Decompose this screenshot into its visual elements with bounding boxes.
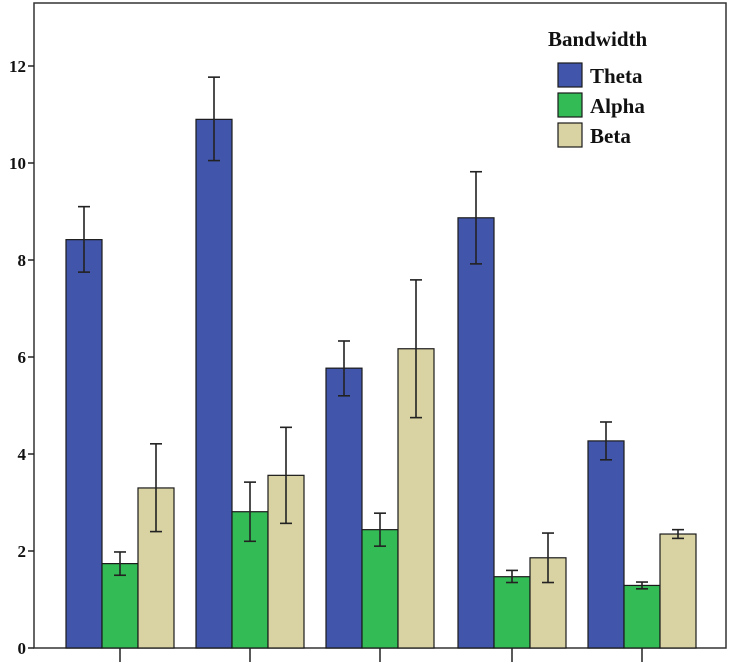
bar-alpha xyxy=(361,529,399,649)
y-tick-label: 8 xyxy=(18,251,27,270)
y-tick-label: 0 xyxy=(18,639,27,658)
error-bars-group xyxy=(78,76,684,590)
legend-label-beta: Beta xyxy=(590,124,631,148)
y-tick-label: 10 xyxy=(9,154,26,173)
x-axis xyxy=(119,648,643,662)
legend-swatch-theta xyxy=(557,62,583,88)
legend-label-alpha: Alpha xyxy=(590,94,645,118)
legend: Bandwidth Theta Alpha Beta xyxy=(548,27,648,148)
y-tick-label: 4 xyxy=(18,445,27,464)
bars-group xyxy=(65,118,697,649)
bar-theta xyxy=(587,440,625,649)
bar-theta xyxy=(457,217,495,649)
bar-theta xyxy=(325,367,363,649)
bar-alpha xyxy=(101,563,139,649)
y-tick-label: 2 xyxy=(18,542,27,561)
legend-label-theta: Theta xyxy=(590,64,643,88)
legend-swatch-alpha xyxy=(557,92,583,118)
bar-theta xyxy=(65,239,103,649)
bar-alpha xyxy=(493,576,531,649)
y-tick-label: 6 xyxy=(18,348,27,367)
y-axis: 0 2 4 6 8 10 12 xyxy=(9,57,34,658)
legend-title: Bandwidth xyxy=(548,27,648,51)
legend-swatch-beta xyxy=(557,122,583,148)
bar-theta xyxy=(195,118,233,649)
bar-alpha xyxy=(623,584,661,649)
bar-beta xyxy=(659,533,697,649)
y-tick-label: 12 xyxy=(9,57,26,76)
